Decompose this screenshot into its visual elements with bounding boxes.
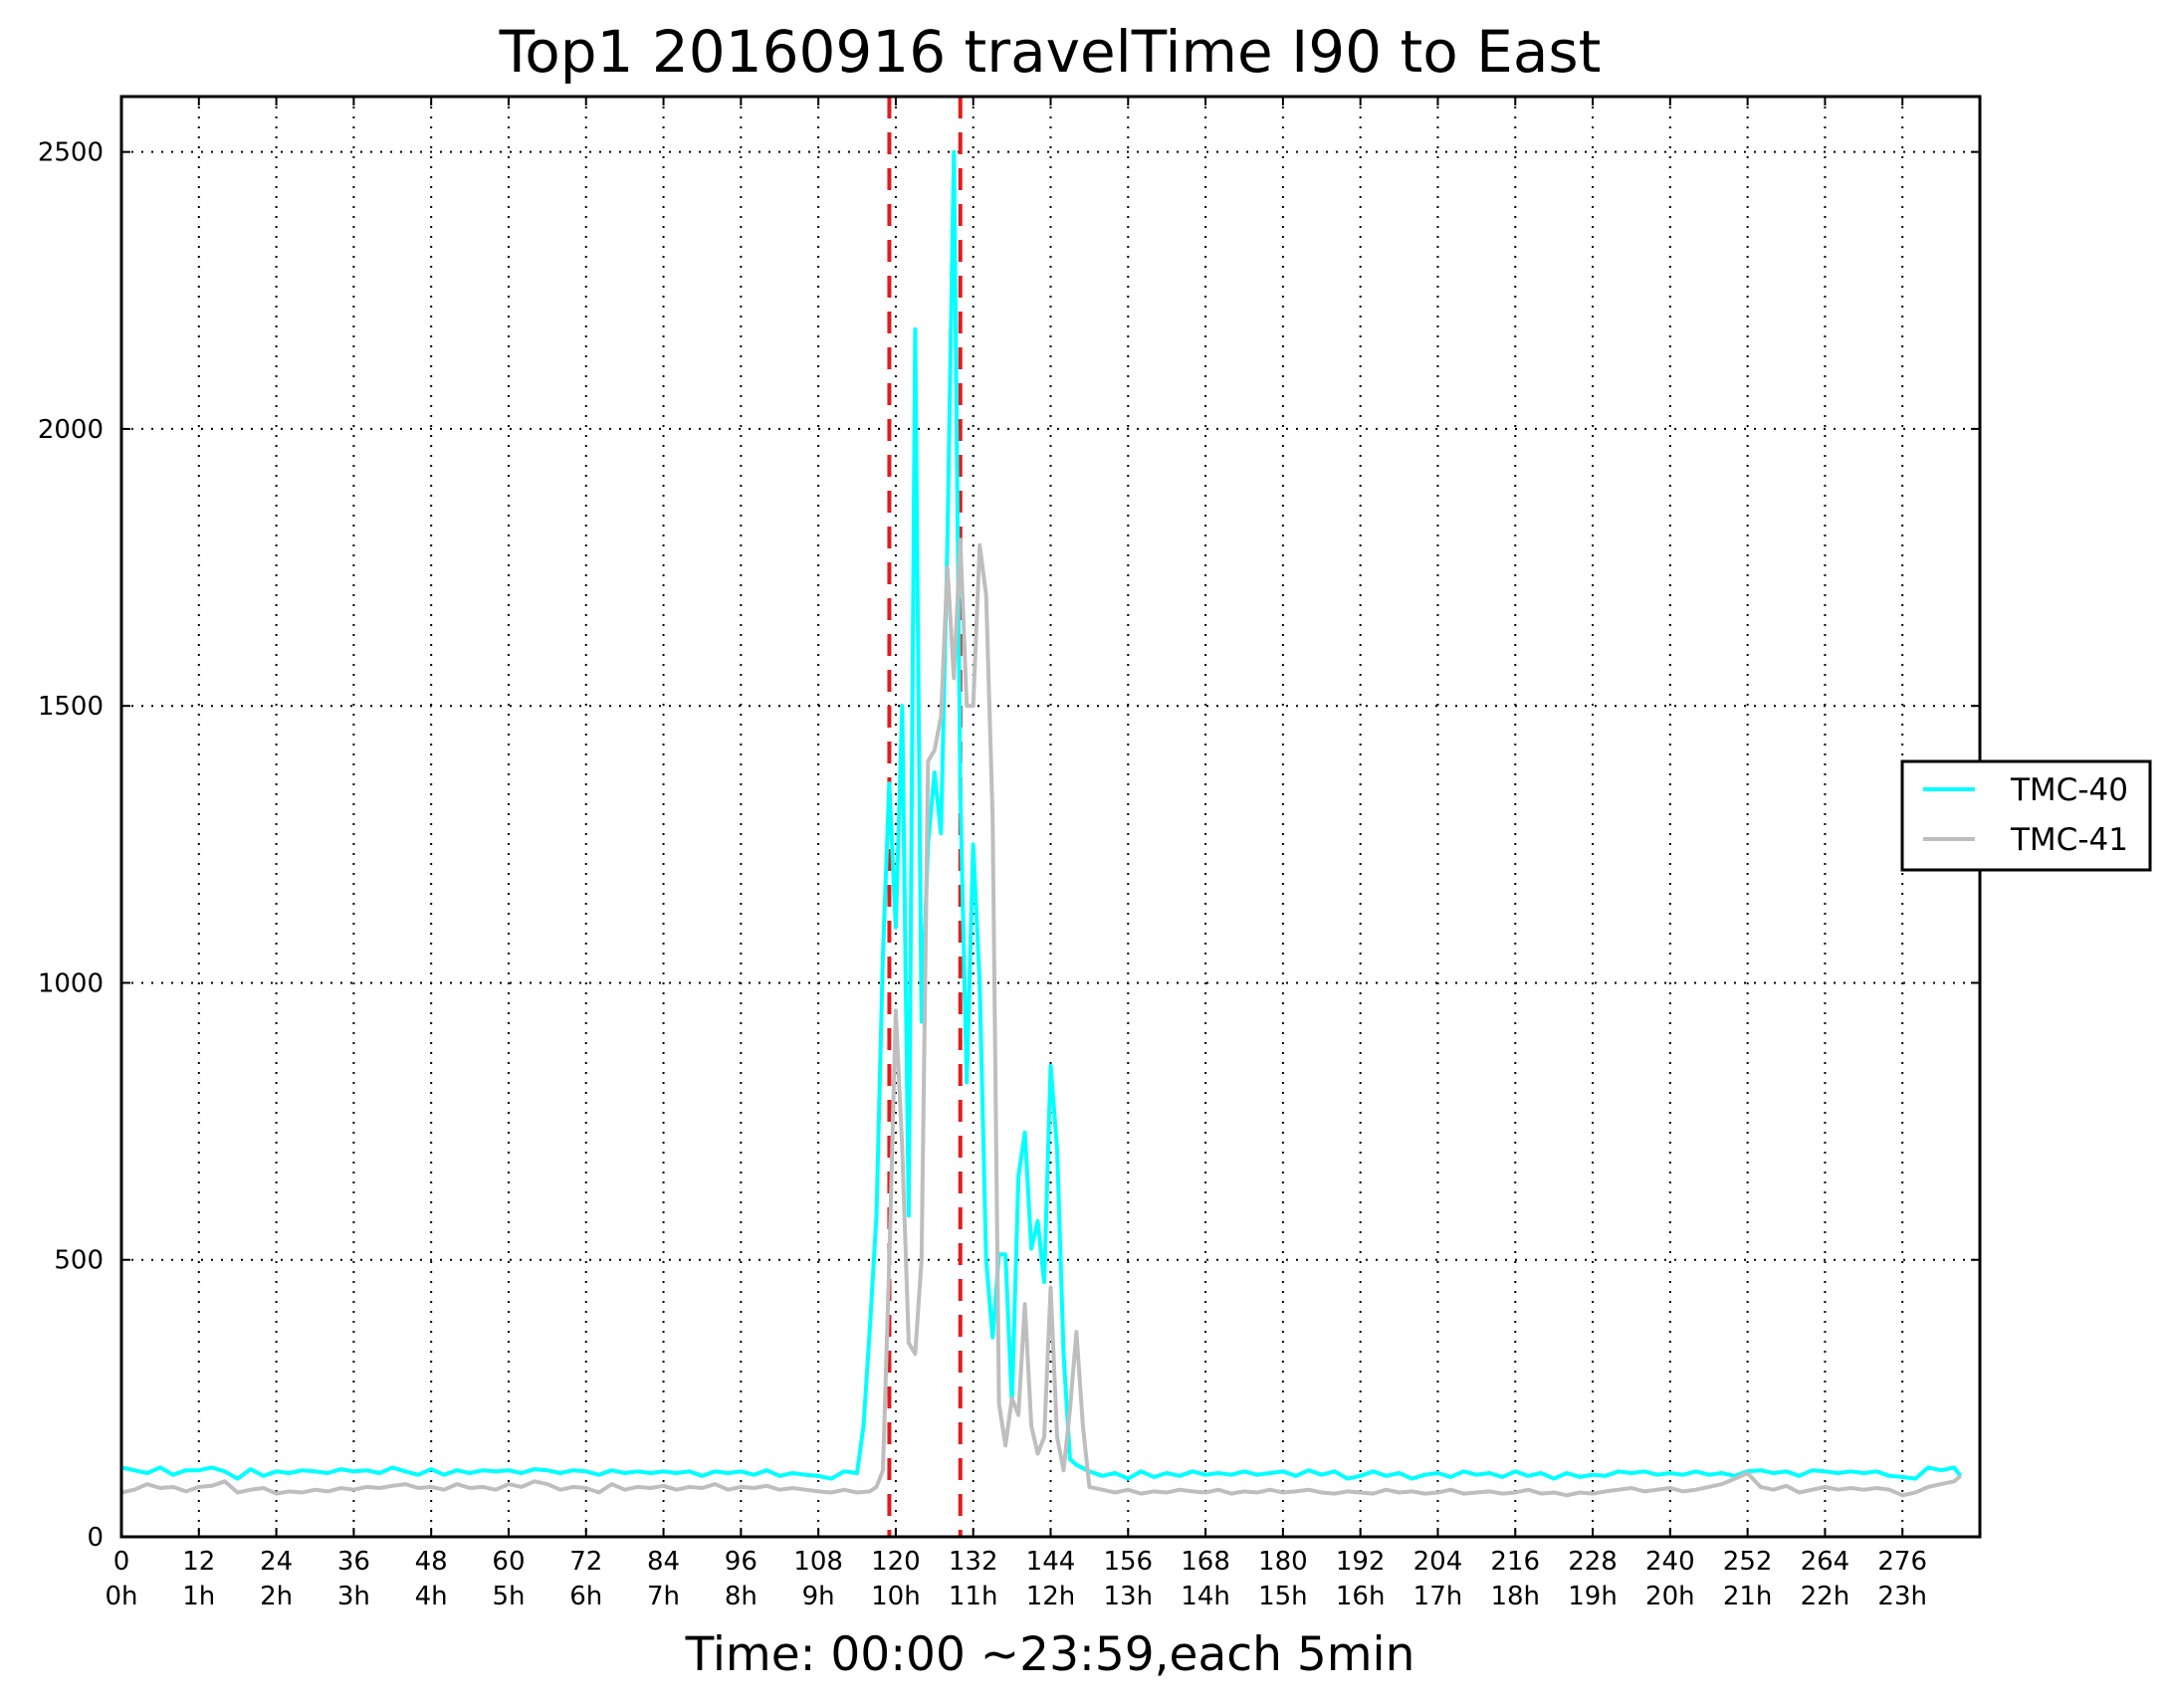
x-tick-hour-label: 21h xyxy=(1723,1582,1773,1611)
x-tick-hour-label: 10h xyxy=(871,1582,921,1611)
x-tick-label: 276 xyxy=(1877,1547,1927,1577)
x-tick-label: 132 xyxy=(949,1547,998,1577)
x-axis-title: Time: 00:00 ~23:59,each 5min xyxy=(685,1627,1415,1682)
x-tick-hour-label: 15h xyxy=(1258,1582,1308,1611)
x-tick-label: 168 xyxy=(1181,1547,1230,1577)
x-tick-label: 252 xyxy=(1723,1547,1773,1577)
x-tick-hour-label: 3h xyxy=(337,1582,370,1611)
legend-box xyxy=(1900,759,2152,872)
x-tick-label: 0 xyxy=(113,1547,130,1577)
axis-ticks: 00h121h242h363h484h605h726h847h968h1089h… xyxy=(38,97,1980,1611)
x-tick-hour-label: 19h xyxy=(1568,1582,1618,1611)
x-tick-hour-label: 2h xyxy=(260,1582,293,1611)
x-tick-hour-label: 8h xyxy=(725,1582,758,1611)
x-tick-hour-label: 13h xyxy=(1104,1582,1154,1611)
x-tick-label: 12 xyxy=(182,1547,215,1577)
x-tick-label: 192 xyxy=(1336,1547,1386,1577)
legend-label-tmc-40: TMC-40 xyxy=(2010,772,2128,808)
y-tick-label: 2500 xyxy=(38,138,104,168)
legend-label-tmc-41: TMC-41 xyxy=(2010,822,2128,858)
data-series xyxy=(120,149,1963,1498)
x-tick-label: 36 xyxy=(337,1547,370,1577)
x-tick-hour-label: 9h xyxy=(802,1582,835,1611)
x-tick-hour-label: 5h xyxy=(492,1582,525,1611)
x-tick-hour-label: 16h xyxy=(1336,1582,1386,1611)
x-tick-label: 96 xyxy=(725,1547,758,1577)
x-tick-hour-label: 6h xyxy=(569,1582,602,1611)
grid-lines xyxy=(120,97,1980,1537)
y-tick-label: 500 xyxy=(54,1246,104,1276)
y-tick-label: 2000 xyxy=(38,415,104,445)
x-tick-label: 144 xyxy=(1026,1547,1076,1577)
y-tick-label: 1000 xyxy=(38,968,104,998)
x-tick-label: 108 xyxy=(793,1547,843,1577)
series-line-tmc-41 xyxy=(120,537,1962,1498)
x-tick-label: 204 xyxy=(1413,1547,1463,1577)
x-tick-label: 72 xyxy=(569,1547,602,1577)
x-tick-hour-label: 17h xyxy=(1413,1582,1463,1611)
legend: TMC-40 TMC-41 xyxy=(1900,759,2152,872)
x-tick-hour-label: 1h xyxy=(182,1582,215,1611)
x-tick-label: 240 xyxy=(1645,1547,1695,1577)
x-tick-label: 120 xyxy=(871,1547,921,1577)
x-tick-hour-label: 4h xyxy=(415,1582,448,1611)
x-tick-label: 84 xyxy=(647,1547,680,1577)
x-tick-label: 48 xyxy=(415,1547,448,1577)
y-tick-label: 0 xyxy=(87,1523,104,1553)
y-tick-label: 1500 xyxy=(38,692,104,722)
x-tick-label: 264 xyxy=(1801,1547,1850,1577)
x-tick-hour-label: 20h xyxy=(1645,1582,1695,1611)
x-tick-hour-label: 22h xyxy=(1801,1582,1850,1611)
series-line-tmc-40 xyxy=(120,149,1963,1481)
x-tick-hour-label: 14h xyxy=(1181,1582,1230,1611)
x-tick-label: 60 xyxy=(492,1547,525,1577)
x-tick-label: 156 xyxy=(1103,1547,1153,1577)
x-tick-hour-label: 23h xyxy=(1877,1582,1927,1611)
x-tick-hour-label: 7h xyxy=(647,1582,680,1611)
x-tick-hour-label: 0h xyxy=(105,1582,137,1611)
x-tick-label: 228 xyxy=(1568,1547,1618,1577)
x-tick-label: 24 xyxy=(260,1547,293,1577)
x-tick-hour-label: 18h xyxy=(1490,1582,1540,1611)
x-tick-hour-label: 11h xyxy=(949,1582,998,1611)
x-tick-hour-label: 12h xyxy=(1026,1582,1076,1611)
x-tick-label: 216 xyxy=(1490,1547,1540,1577)
chart-title: Top1 20160916 travelTime I90 to East xyxy=(499,18,1602,86)
x-tick-label: 180 xyxy=(1258,1547,1308,1577)
